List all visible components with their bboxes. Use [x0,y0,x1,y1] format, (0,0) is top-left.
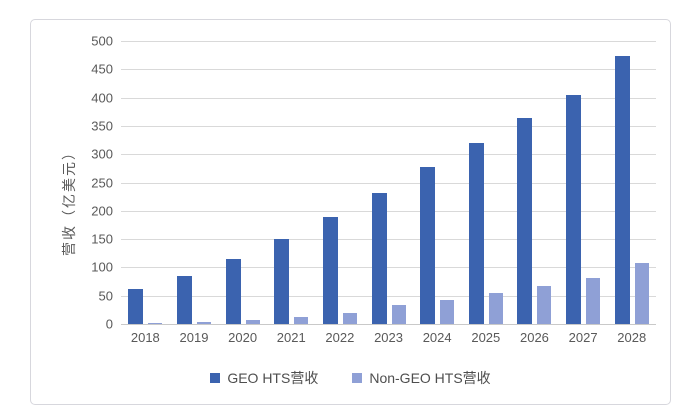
y-tick-0: 0 [105,316,113,332]
bar-2023-non-geo [391,305,406,324]
y-axis-tick-labels: 500 450 400 350 300 250 200 150 100 50 0 [31,34,113,332]
gridline-250 [121,182,656,184]
bar-group-2018 [121,41,170,324]
bar-2024-non-geo [440,299,455,324]
x-tick-2018: 2018 [130,330,160,345]
bar-2019-non-geo [196,322,211,324]
bar-group-2028 [607,41,656,324]
bar-2027-non-geo [586,277,601,324]
gridline-400 [121,97,656,99]
y-tick-200: 200 [91,203,113,219]
bar-group-2019 [170,41,219,324]
bar-2020-non-geo [245,319,260,324]
gridline-500 [121,41,656,42]
bar-2019-geo [176,275,192,324]
x-tick-2021: 2021 [276,330,306,345]
y-tick-50: 50 [98,288,113,304]
legend-item-non-geo: Non-GEO HTS营收 [352,368,491,388]
bar-2022-non-geo [342,313,357,324]
y-tick-350: 350 [91,118,113,134]
x-tick-2023: 2023 [374,330,403,345]
bar-2018-non-geo [148,322,163,324]
bar-group-2020 [218,41,267,324]
legend-swatch-icon [210,373,221,383]
gridline-450 [121,69,656,71]
bar-2022-geo [322,217,338,324]
x-tick-2022: 2022 [325,330,355,345]
chart-legend: GEO HTS营收 Non-GEO HTS营收 [31,368,670,388]
legend-item-geo: GEO HTS营收 [210,368,318,388]
bar-2028-geo [614,55,630,324]
bar-2018-geo [128,288,144,324]
gridline-200 [121,210,656,212]
bar-group-2022 [316,41,365,324]
y-tick-100: 100 [91,259,113,275]
y-tick-500: 500 [91,33,113,49]
bar-2026-non-geo [537,285,552,324]
chart-panel: 营收（亿美元） 500 450 400 350 300 250 200 150 100 50 0 2… [30,19,671,405]
plot-area [121,41,656,325]
bar-series-container [121,41,656,324]
x-tick-2019: 2019 [179,330,209,345]
legend-label: GEO HTS营收 [227,370,319,386]
x-tick-2027: 2027 [568,330,598,345]
gridline-300 [121,154,656,156]
gridline-0 [121,324,656,325]
y-tick-400: 400 [91,90,113,106]
gridline-100 [121,267,656,269]
bar-2027-geo [566,94,582,324]
y-tick-150: 150 [91,231,113,247]
bar-group-2024 [413,41,462,324]
legend-label: Non-GEO HTS营收 [369,370,491,386]
x-tick-2020: 2020 [228,330,258,345]
bar-2020-geo [225,258,241,324]
bar-group-2027 [559,41,608,324]
bar-2026-geo [517,118,533,324]
bar-group-2026 [510,41,559,324]
x-axis-tick-labels: 2018 2019 2020 2021 2022 2023 2024 2025 2026 2027… [121,330,656,345]
bar-group-2023 [364,41,413,324]
gridline-50 [121,295,656,297]
x-tick-2024: 2024 [422,330,452,345]
x-tick-2025: 2025 [471,330,501,345]
gridline-350 [121,125,656,127]
bar-2021-non-geo [294,316,309,324]
y-tick-450: 450 [91,61,113,77]
bar-2021-geo [274,239,290,324]
bar-2028-non-geo [634,262,649,324]
legend-swatch-icon [352,373,363,383]
x-tick-2028: 2028 [617,330,647,345]
bar-2023-geo [371,192,387,324]
bar-group-2025 [461,41,510,324]
gridline-150 [121,239,656,241]
y-tick-250: 250 [91,175,113,190]
y-tick-300: 300 [91,146,113,162]
x-tick-2026: 2026 [519,330,549,345]
bar-group-2021 [267,41,316,324]
bar-2025-non-geo [488,293,503,324]
bar-2024-geo [420,167,436,324]
bar-2025-geo [468,142,484,324]
